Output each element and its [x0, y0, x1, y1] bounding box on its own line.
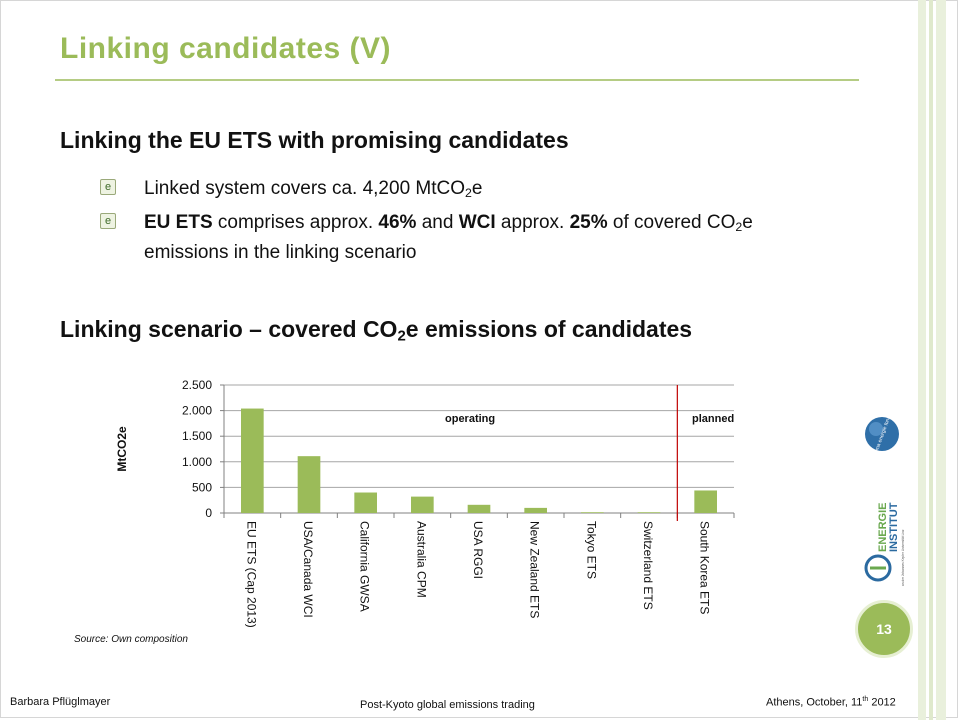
title-underline: [55, 79, 859, 81]
energie-institut-logo: ENERGIE INSTITUT an der Johannes Kepler …: [864, 502, 905, 586]
logo2-small: an der Johannes Kepler Universität Linz: [901, 529, 905, 586]
slide-title: Linking candidates (V): [60, 32, 392, 65]
right-stripe-2: [929, 0, 933, 720]
bullet-text: EU ETS comprises approx. 46% and WCI app…: [144, 212, 753, 235]
chart-heading: Linking scenario – covered CO2e emission…: [60, 316, 693, 345]
logo2-energie: ENERGIE: [877, 502, 889, 552]
section-heading: Linking the EU ETS with promising candid…: [60, 127, 569, 153]
bullet-e-icon: e: [100, 179, 116, 195]
bullet-text-line2: emissions in the linking scenario: [144, 242, 417, 263]
bullet-e-icon: e: [100, 213, 116, 229]
bullet-shares: e EU ETS comprises approx. 46% and WCI a…: [100, 208, 860, 268]
page-number-badge: 13: [855, 600, 913, 658]
right-stripe-3: [936, 0, 946, 720]
footer-date: Athens, October, 11th 2012: [766, 696, 896, 709]
klima-energie-fonds-logo: klima energie fonds: [865, 414, 899, 454]
bullet-linked-coverage: e Linked system covers ca. 4,200 MtCO2e: [100, 174, 860, 204]
footer-author: Barbara Pflüglmayer: [10, 696, 111, 708]
footer-center: Post-Kyoto global emissions trading: [360, 699, 535, 711]
bullet-text: Linked system covers ca. 4,200 MtCO2e: [144, 178, 483, 201]
logo2-institut: INSTITUT: [888, 502, 900, 552]
right-stripe-1: [918, 0, 926, 720]
source-note: Source: Own composition: [74, 634, 188, 645]
